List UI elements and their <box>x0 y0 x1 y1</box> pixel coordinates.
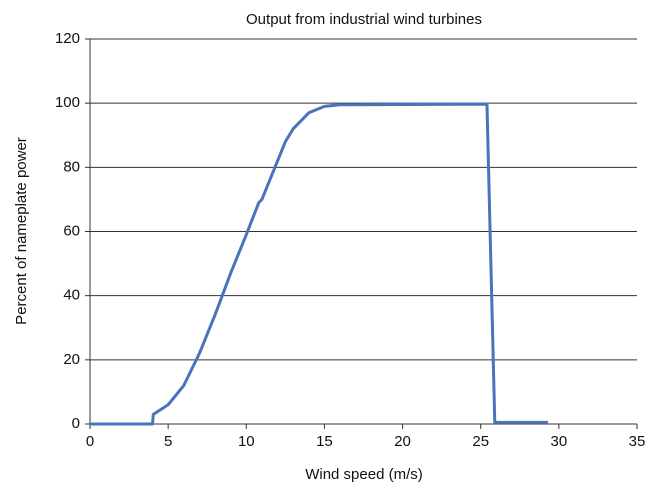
x-tick-label: 30 <box>551 433 568 450</box>
x-tick-label: 15 <box>316 433 333 450</box>
x-axis-label: Wind speed (m/s) <box>305 466 423 483</box>
y-tick-label: 80 <box>63 158 80 175</box>
x-tick-label: 20 <box>394 433 411 450</box>
data-line <box>90 102 548 426</box>
x-tick-label: 25 <box>472 433 489 450</box>
y-tick-label: 120 <box>55 30 80 47</box>
x-tick-label: 0 <box>86 433 94 450</box>
x-tick-label: 5 <box>164 433 172 450</box>
chart-title: Output from industrial wind turbines <box>246 11 482 28</box>
y-tick-label: 20 <box>63 351 80 368</box>
y-tick-label: 60 <box>63 222 80 239</box>
x-tick-label: 35 <box>629 433 646 450</box>
y-tick-label: 100 <box>55 94 80 111</box>
y-tick-label: 40 <box>63 287 80 304</box>
y-tick-label: 0 <box>72 415 80 432</box>
y-axis-label: Percent of nameplate power <box>13 137 30 325</box>
x-tick-label: 10 <box>238 433 255 450</box>
